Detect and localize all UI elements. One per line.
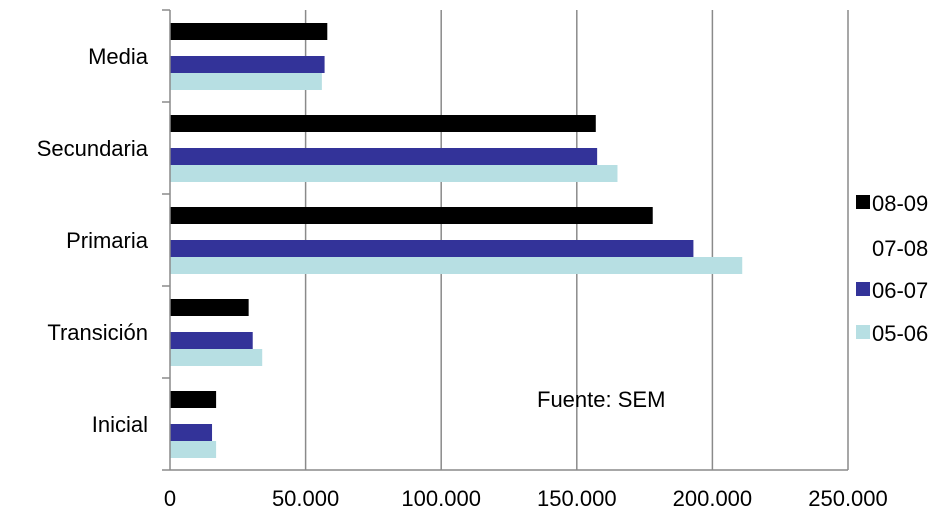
bar-06-07-4 (170, 424, 213, 441)
legend: 08-09 07-08 06-07 05-06 (856, 191, 928, 346)
bar-05-06-1 (170, 165, 618, 182)
bar-06-07-3 (170, 332, 253, 349)
legend-swatch-07-08 (856, 240, 870, 254)
legend-swatch-05-06 (856, 325, 870, 339)
legend-swatch-06-07 (856, 282, 870, 296)
x-tick-label-1: 50.000 (272, 486, 339, 511)
bar-08-09-0 (170, 23, 328, 40)
bars (170, 23, 743, 458)
legend-label-05-06: 05-06 (872, 321, 928, 346)
category-label-4: Inicial (92, 412, 148, 437)
x-tick-label-5: 250.000 (808, 486, 888, 511)
bar-08-09-4 (170, 391, 217, 408)
bar-08-09-2 (170, 207, 653, 224)
axes (162, 9, 848, 471)
legend-label-08-09: 08-09 (872, 191, 928, 216)
tick-labels: 0 50.000 100.000 150.000 200.000 250.000 (164, 486, 888, 511)
bar-05-06-2 (170, 257, 743, 274)
bar-06-07-1 (170, 148, 598, 165)
bar-08-09-1 (170, 115, 596, 132)
bar-06-07-2 (170, 240, 694, 257)
bar-05-06-3 (170, 349, 263, 366)
category-label-2: Primaria (66, 228, 149, 253)
x-tick-label-4: 200.000 (673, 486, 753, 511)
category-labels: Media Secundaria Primaria Transición Inicial (37, 44, 149, 437)
legend-swatch-08-09 (856, 195, 870, 209)
x-tick-label-2: 100.000 (401, 486, 481, 511)
source-annotation: Fuente: SEM (537, 387, 665, 412)
category-label-3: Transición (47, 320, 148, 345)
bar-05-06-0 (170, 73, 322, 90)
bar-05-06-4 (170, 441, 217, 458)
x-tick-label-0: 0 (164, 486, 176, 511)
bar-08-09-3 (170, 299, 249, 316)
legend-label-06-07: 06-07 (872, 278, 928, 303)
bar-06-07-0 (170, 56, 325, 73)
category-label-0: Media (88, 44, 149, 69)
category-label-1: Secundaria (37, 136, 149, 161)
legend-label-07-08: 07-08 (872, 236, 928, 261)
x-tick-label-3: 150.000 (537, 486, 617, 511)
